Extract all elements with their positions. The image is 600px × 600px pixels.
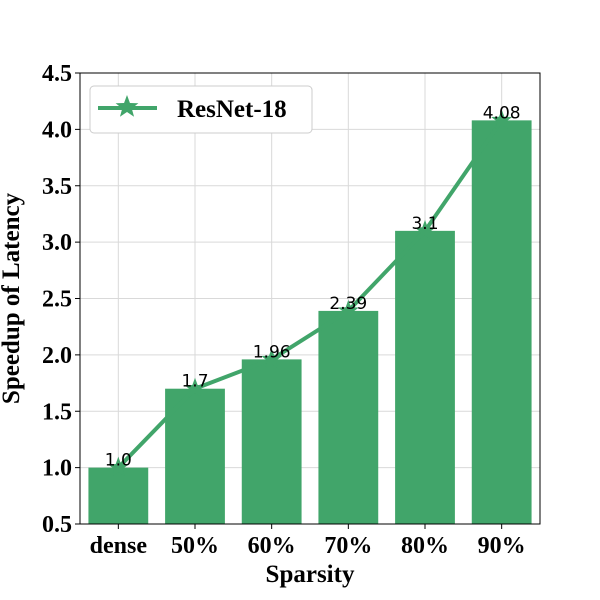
data-label-2: 1.96 <box>253 342 291 362</box>
bar-3 <box>318 310 379 524</box>
y-tick-label: 3.0 <box>42 230 72 256</box>
x-tick-label: 60% <box>248 533 296 559</box>
legend-star-icon <box>115 95 139 117</box>
x-axis-title: Sparsity <box>266 561 355 588</box>
bar-0 <box>88 467 149 524</box>
y-ticks: 0.5 1.0 1.5 2.0 2.5 3.0 3.5 4.0 4.5 <box>42 61 80 538</box>
series-point-4 <box>414 219 436 240</box>
data-label-4: 3.1 <box>411 214 438 234</box>
bar-2 <box>241 359 302 524</box>
x-tick-label: dense <box>90 533 148 559</box>
data-label-3: 2.39 <box>329 294 367 314</box>
x-tick-label: 90% <box>478 533 526 559</box>
legend-box <box>89 85 313 134</box>
y-tick-label: 2.5 <box>42 287 72 313</box>
series-point-3 <box>337 299 359 320</box>
x-ticks: dense 50% 60% 70% 80% 90% <box>90 524 526 559</box>
y-tick-label: 3.5 <box>42 174 72 200</box>
data-label-0: 1.0 <box>105 451 132 471</box>
y-tick-label: 1.5 <box>42 399 72 425</box>
series-point-1 <box>184 377 206 398</box>
series-point-0 <box>107 456 129 477</box>
series-point-5 <box>491 109 513 130</box>
series-line <box>107 109 513 477</box>
x-tick-label: 50% <box>171 533 219 559</box>
x-tick-label: 70% <box>324 533 372 559</box>
bar-5 <box>471 120 532 524</box>
series-polyline <box>116 119 504 470</box>
y-tick-label: 0.5 <box>42 512 72 538</box>
grid-lines <box>80 72 540 525</box>
series-point-2 <box>261 348 283 369</box>
y-tick-label: 4.5 <box>42 61 72 87</box>
data-label-1: 1.7 <box>181 372 208 392</box>
y-axis-title: Speedup of Latency <box>0 192 25 404</box>
data-labels: 1.0 1.7 1.96 2.39 3.1 4.08 <box>105 103 521 470</box>
y-tick-label: 4.0 <box>42 117 72 143</box>
data-label-5: 4.08 <box>483 103 521 123</box>
y-tick-label: 2.0 <box>42 343 72 369</box>
legend: ResNet-18 <box>89 85 313 134</box>
y-tick-label: 1.0 <box>42 456 72 482</box>
x-tick-label: 80% <box>401 533 449 559</box>
legend-entry-resnet-18: ResNet-18 <box>177 96 287 123</box>
bars <box>88 120 532 524</box>
bar-4 <box>395 230 455 524</box>
